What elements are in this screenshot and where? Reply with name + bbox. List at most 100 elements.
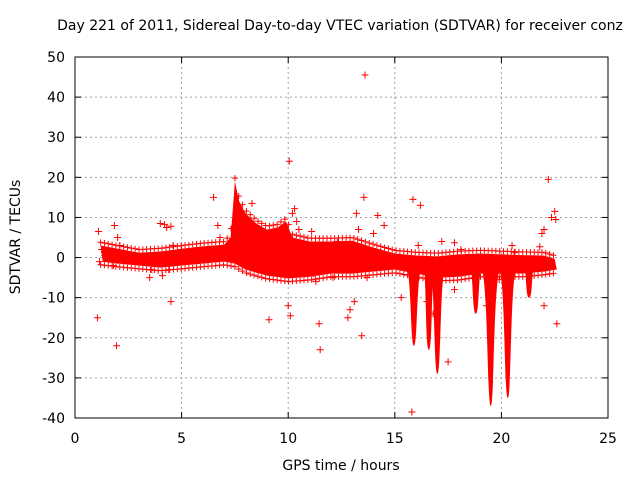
data-point bbox=[178, 246, 186, 254]
band-edge-marker bbox=[231, 263, 238, 270]
band-edge-marker bbox=[458, 276, 465, 283]
data-point bbox=[316, 346, 324, 354]
data-point bbox=[109, 262, 117, 270]
band-edge-marker bbox=[97, 239, 104, 246]
y-tick-label: -30 bbox=[42, 371, 65, 387]
data-point bbox=[329, 274, 337, 282]
x-tick-label: 25 bbox=[599, 431, 617, 447]
band-edge-marker bbox=[228, 225, 235, 232]
data-point bbox=[544, 175, 552, 183]
negative-excursion bbox=[422, 261, 436, 350]
data-point bbox=[165, 266, 173, 274]
data-point bbox=[120, 250, 128, 258]
data-point bbox=[163, 223, 171, 231]
chart-title: Day 221 of 2011, Sidereal Day-to-day VTE… bbox=[57, 18, 623, 34]
data-point bbox=[274, 234, 282, 241]
data-point bbox=[369, 229, 377, 237]
band-edge-marker bbox=[416, 274, 423, 281]
band-edge-marker bbox=[412, 273, 419, 280]
band-edge-marker bbox=[427, 276, 434, 283]
data-point bbox=[320, 242, 328, 250]
band-edge-marker bbox=[423, 275, 430, 282]
data-point bbox=[210, 193, 218, 201]
band-edge-marker bbox=[247, 211, 254, 218]
band-edge-marker bbox=[277, 218, 284, 225]
data-point bbox=[225, 242, 233, 250]
negative-excursion bbox=[479, 261, 503, 406]
band-edge-marker bbox=[251, 272, 258, 279]
band-edge-marker bbox=[462, 276, 469, 283]
y-tick-label: -10 bbox=[42, 291, 65, 307]
band-edge-marker bbox=[350, 235, 357, 242]
band-edge-marker bbox=[320, 274, 327, 281]
x-tick-label: 10 bbox=[279, 431, 297, 447]
band-edge-marker bbox=[258, 274, 265, 281]
data-point bbox=[414, 242, 422, 250]
data-point bbox=[295, 225, 303, 233]
band-edge-marker bbox=[239, 201, 246, 208]
band-edge-marker bbox=[419, 275, 426, 282]
band-edge-marker bbox=[270, 222, 277, 229]
band-edge-marker bbox=[316, 275, 323, 282]
data-point bbox=[288, 209, 296, 217]
data-point bbox=[360, 193, 368, 201]
x-tick-label: 0 bbox=[71, 431, 80, 447]
data-point bbox=[350, 298, 358, 306]
data-point bbox=[551, 207, 559, 215]
plot-frame bbox=[74, 56, 609, 419]
band-edge-marker bbox=[469, 274, 476, 281]
data-point bbox=[408, 408, 416, 416]
band-edge-marker bbox=[266, 222, 273, 229]
band-edge-marker bbox=[431, 277, 438, 284]
data-point bbox=[248, 199, 256, 207]
dense-data-band bbox=[97, 175, 557, 406]
band-edge-marker bbox=[404, 272, 411, 279]
x-tick-label: 20 bbox=[492, 431, 510, 447]
data-point bbox=[156, 219, 164, 227]
y-tick-label: 50 bbox=[47, 50, 65, 66]
data-point bbox=[216, 234, 224, 241]
data-point bbox=[540, 225, 548, 233]
band-edge-marker bbox=[408, 272, 415, 279]
x-axis-label: GPS time / hours bbox=[282, 458, 399, 474]
y-tick-label: 10 bbox=[47, 210, 65, 226]
data-point bbox=[242, 225, 250, 233]
band-edge-marker bbox=[389, 246, 396, 253]
data-point bbox=[540, 302, 548, 310]
band-edge-marker bbox=[465, 275, 472, 282]
data-point bbox=[114, 234, 122, 241]
negative-excursion bbox=[468, 261, 484, 314]
band-edge-marker bbox=[243, 270, 250, 277]
band-edge-marker bbox=[542, 249, 549, 256]
data-point bbox=[167, 222, 175, 230]
data-point bbox=[397, 294, 405, 302]
negative-excursion bbox=[404, 261, 424, 346]
band-edge-marker bbox=[262, 275, 269, 282]
negative-excursion bbox=[427, 261, 448, 374]
data-point bbox=[315, 320, 323, 328]
data-point bbox=[148, 266, 156, 274]
data-point bbox=[416, 201, 424, 209]
data-point bbox=[229, 238, 237, 246]
band-edge-marker bbox=[224, 262, 231, 269]
data-point bbox=[423, 298, 431, 306]
band-edge-marker bbox=[174, 243, 181, 250]
band-edge-marker bbox=[270, 276, 277, 283]
negative-excursion bbox=[497, 261, 519, 398]
data-point bbox=[101, 252, 109, 260]
y-tick-label: -40 bbox=[42, 411, 65, 427]
data-point bbox=[310, 270, 318, 278]
data-point bbox=[380, 221, 388, 229]
data-point bbox=[265, 316, 273, 324]
data-point bbox=[344, 314, 352, 322]
band-edge-marker bbox=[400, 271, 407, 278]
band-edge-marker bbox=[358, 237, 365, 244]
band-edge-marker bbox=[274, 277, 281, 284]
band-edge-marker bbox=[258, 220, 265, 227]
band-edge-marker bbox=[546, 251, 553, 258]
band-edge-marker bbox=[254, 273, 261, 280]
data-point bbox=[93, 314, 101, 322]
x-tick-label: 15 bbox=[386, 431, 404, 447]
band-edge-marker bbox=[473, 274, 480, 281]
data-point bbox=[113, 342, 121, 350]
